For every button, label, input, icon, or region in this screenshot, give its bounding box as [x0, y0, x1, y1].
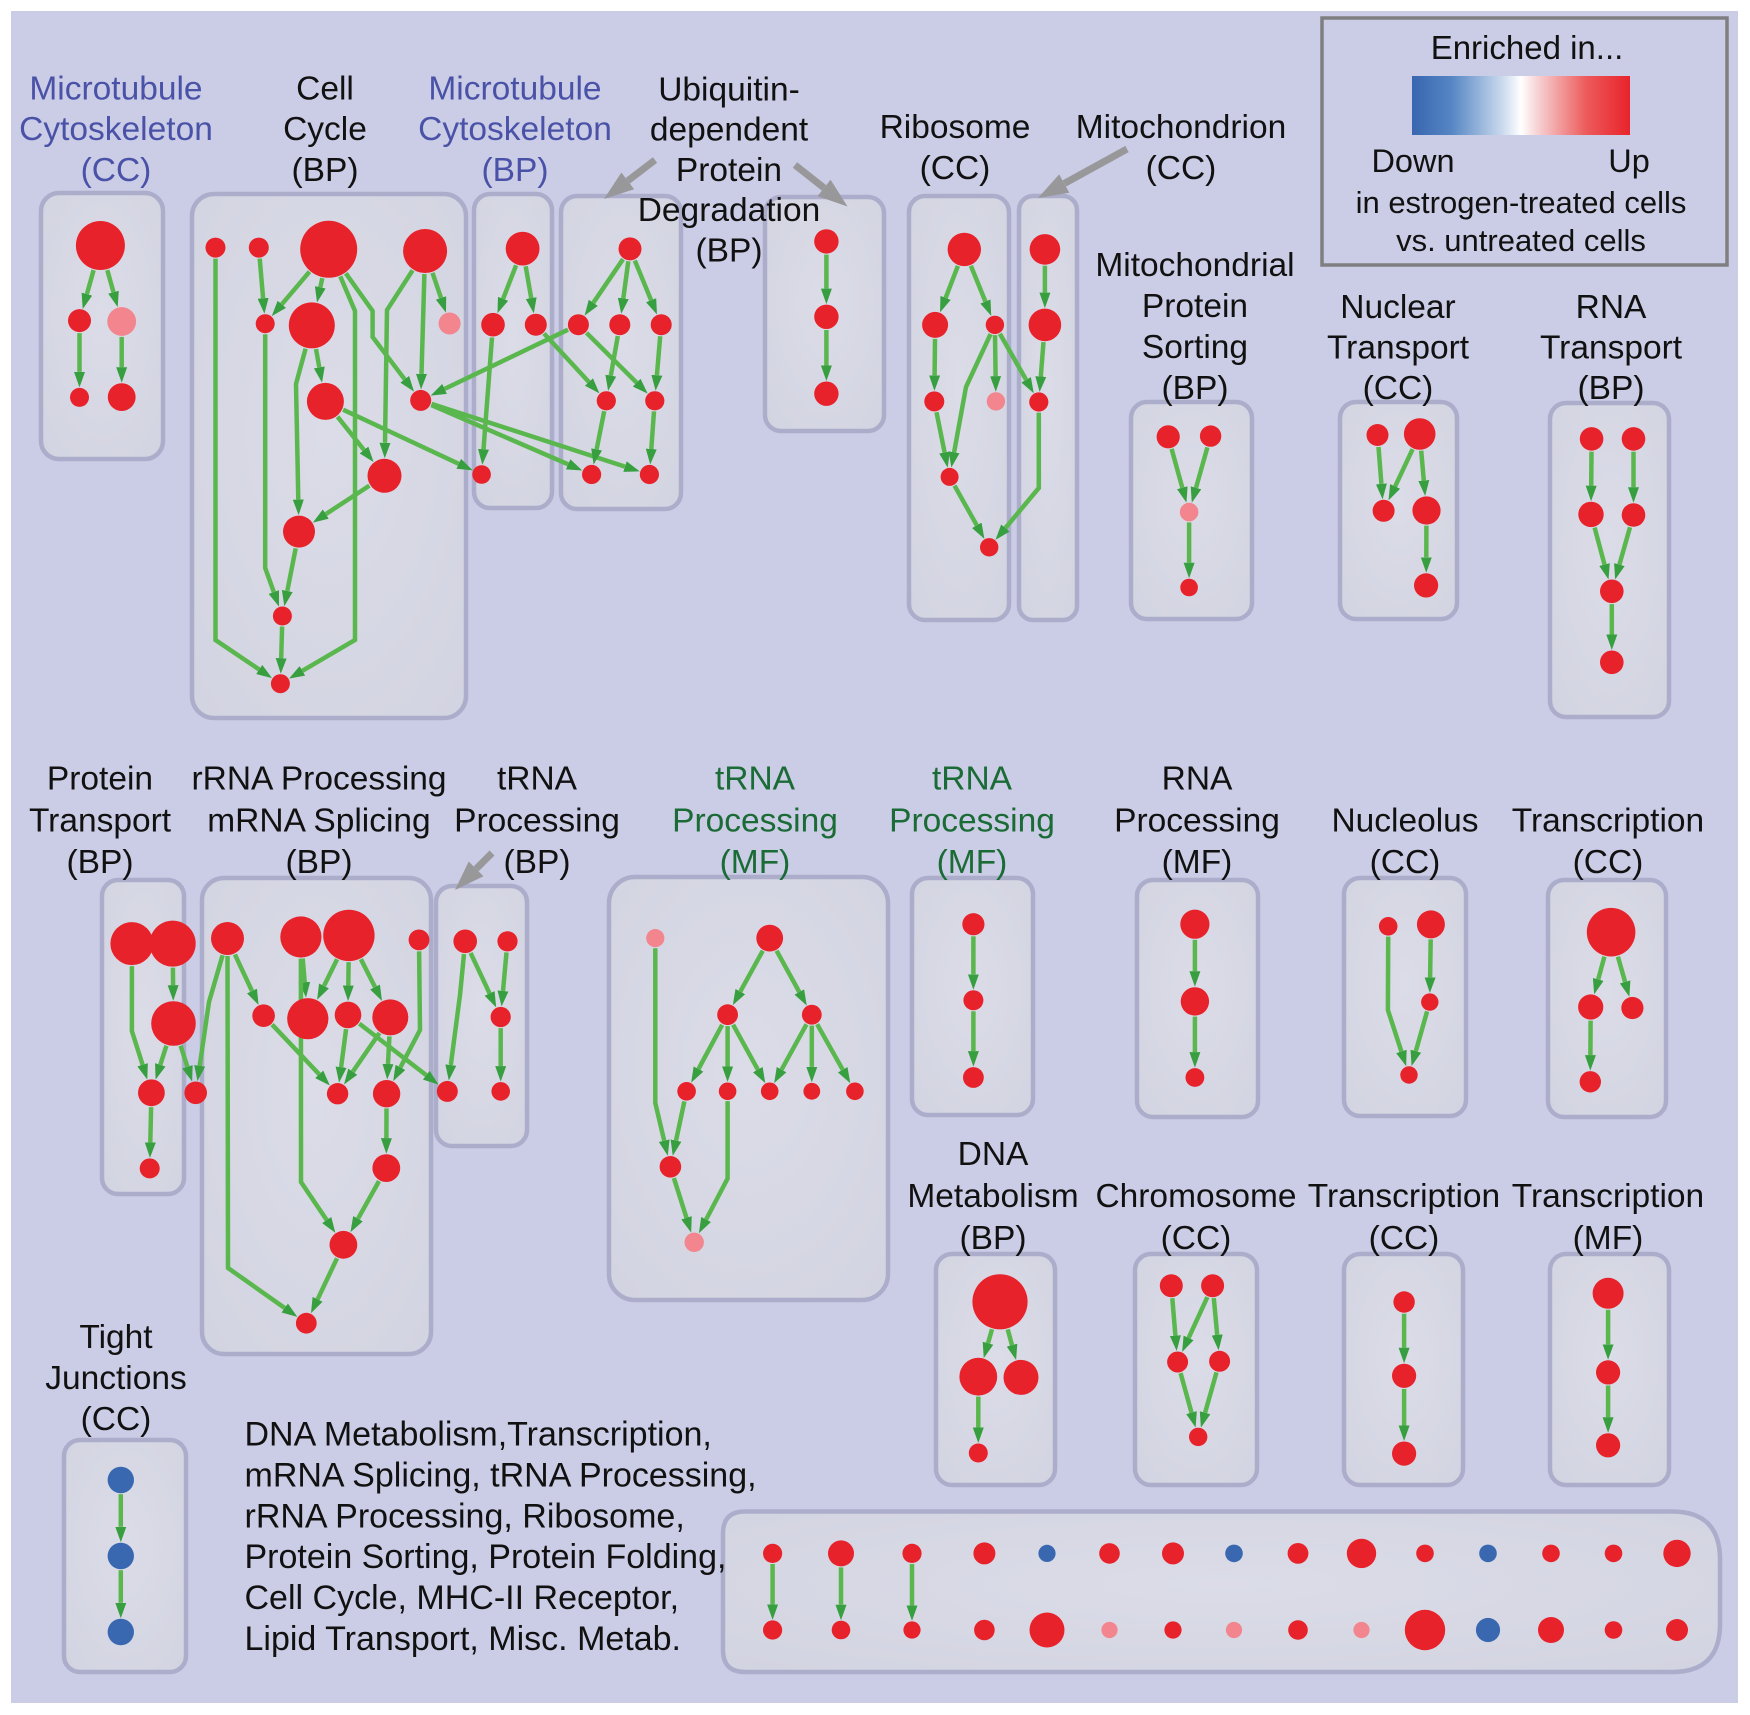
- svg-text:RNA: RNA: [1162, 761, 1233, 798]
- svg-text:(BP): (BP): [1162, 370, 1229, 407]
- svg-text:Processing: Processing: [672, 802, 838, 839]
- svg-text:Ubiquitin-: Ubiquitin-: [658, 71, 800, 108]
- svg-text:Nucleolus: Nucleolus: [1331, 802, 1478, 839]
- svg-text:Transport: Transport: [1327, 330, 1470, 367]
- svg-text:Processing: Processing: [889, 802, 1055, 839]
- svg-text:Degradation: Degradation: [638, 192, 821, 229]
- svg-text:Protein Sorting, Protein Foldi: Protein Sorting, Protein Folding,: [245, 1538, 727, 1576]
- svg-text:(MF): (MF): [1573, 1220, 1644, 1257]
- svg-text:Transcription: Transcription: [1512, 802, 1704, 839]
- svg-text:mRNA Splicing, tRNA Processing: mRNA Splicing, tRNA Processing,: [245, 1456, 757, 1494]
- svg-text:(BP): (BP): [960, 1220, 1027, 1257]
- svg-text:Mitochondrion: Mitochondrion: [1076, 109, 1286, 146]
- svg-text:(CC): (CC): [920, 150, 991, 187]
- svg-text:Protein: Protein: [676, 152, 782, 189]
- svg-text:in estrogen-treated cells: in estrogen-treated cells: [1356, 185, 1687, 220]
- svg-text:Junctions: Junctions: [45, 1360, 187, 1397]
- svg-text:(MF): (MF): [720, 844, 791, 881]
- svg-text:Cytoskeleton: Cytoskeleton: [19, 111, 213, 148]
- svg-text:(CC): (CC): [1146, 150, 1217, 187]
- svg-text:(CC): (CC): [1161, 1220, 1232, 1257]
- svg-text:(CC): (CC): [81, 152, 152, 189]
- svg-text:Transcription: Transcription: [1308, 1178, 1500, 1215]
- svg-text:(BP): (BP): [504, 844, 571, 881]
- svg-text:Microtubule: Microtubule: [428, 70, 601, 107]
- svg-text:Lipid Transport, Misc. Metab.: Lipid Transport, Misc. Metab.: [245, 1620, 682, 1658]
- svg-text:(BP): (BP): [67, 844, 134, 881]
- svg-text:(BP): (BP): [696, 233, 763, 270]
- svg-text:rRNA Processing: rRNA Processing: [191, 761, 446, 798]
- svg-text:(MF): (MF): [937, 844, 1008, 881]
- svg-text:Processing: Processing: [454, 802, 620, 839]
- svg-text:(BP): (BP): [292, 152, 359, 189]
- svg-text:(MF): (MF): [1162, 844, 1233, 881]
- svg-text:Protein: Protein: [1142, 288, 1248, 325]
- svg-text:(CC): (CC): [1370, 844, 1441, 881]
- svg-text:Down: Down: [1371, 143, 1454, 179]
- svg-text:Sorting: Sorting: [1142, 329, 1248, 366]
- svg-text:(BP): (BP): [1578, 370, 1645, 407]
- svg-text:dependent: dependent: [650, 112, 809, 149]
- svg-text:Metabolism: Metabolism: [907, 1178, 1078, 1215]
- svg-text:Chromosome: Chromosome: [1095, 1178, 1296, 1215]
- svg-text:Transport: Transport: [29, 802, 172, 839]
- svg-text:Nuclear: Nuclear: [1340, 289, 1455, 326]
- svg-text:(BP): (BP): [286, 844, 353, 881]
- svg-text:mRNA Splicing: mRNA Splicing: [207, 802, 430, 839]
- svg-text:(CC): (CC): [1369, 1220, 1440, 1257]
- svg-text:Protein: Protein: [47, 761, 153, 798]
- svg-text:tRNA: tRNA: [497, 761, 578, 798]
- svg-text:(CC): (CC): [81, 1401, 152, 1438]
- svg-text:Cytoskeleton: Cytoskeleton: [418, 111, 612, 148]
- svg-text:Up: Up: [1608, 143, 1650, 179]
- svg-text:Mitochondrial: Mitochondrial: [1095, 247, 1294, 284]
- svg-text:Enriched in...: Enriched in...: [1431, 29, 1624, 66]
- svg-text:Transport: Transport: [1540, 330, 1683, 367]
- svg-text:Transcription: Transcription: [1512, 1178, 1704, 1215]
- svg-text:Processing: Processing: [1114, 802, 1280, 839]
- svg-text:(BP): (BP): [482, 152, 549, 189]
- svg-text:Ribosome: Ribosome: [880, 109, 1031, 146]
- svg-text:tRNA: tRNA: [932, 761, 1013, 798]
- svg-text:Cycle: Cycle: [283, 111, 367, 148]
- svg-text:Tight: Tight: [79, 1319, 153, 1356]
- svg-text:rRNA Processing, Ribosome,: rRNA Processing, Ribosome,: [245, 1497, 685, 1535]
- svg-text:DNA: DNA: [958, 1136, 1029, 1173]
- svg-text:Cell: Cell: [296, 70, 354, 107]
- svg-text:Cell Cycle, MHC-II Receptor,: Cell Cycle, MHC-II Receptor,: [245, 1579, 680, 1617]
- svg-text:RNA: RNA: [1576, 289, 1647, 326]
- svg-text:tRNA: tRNA: [715, 761, 796, 798]
- svg-text:vs. untreated cells: vs. untreated cells: [1396, 223, 1646, 258]
- svg-text:(CC): (CC): [1573, 844, 1644, 881]
- svg-text:DNA Metabolism,Transcription,: DNA Metabolism,Transcription,: [245, 1416, 712, 1454]
- svg-text:(CC): (CC): [1363, 370, 1434, 407]
- svg-text:Microtubule: Microtubule: [29, 70, 202, 107]
